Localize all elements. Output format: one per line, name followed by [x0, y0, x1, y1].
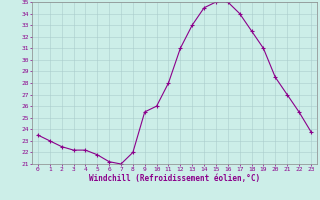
X-axis label: Windchill (Refroidissement éolien,°C): Windchill (Refroidissement éolien,°C) [89, 174, 260, 183]
